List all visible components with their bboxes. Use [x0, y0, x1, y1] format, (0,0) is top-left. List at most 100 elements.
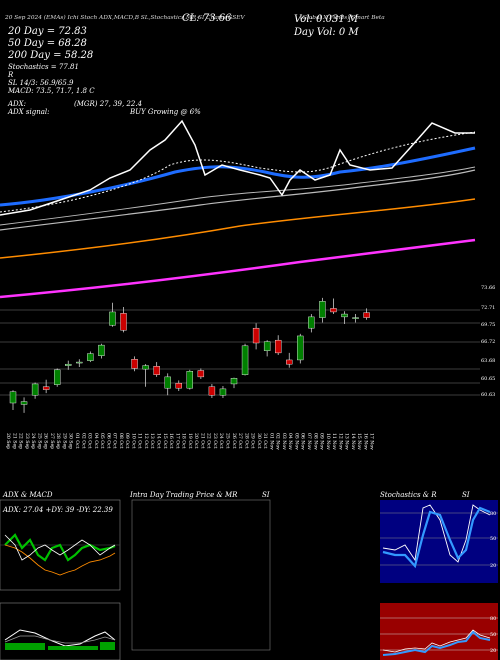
candle-up	[87, 353, 94, 361]
date-label: 09 Oct	[124, 433, 130, 449]
candle-down	[208, 386, 216, 396]
date-label: 25 Oct	[224, 433, 230, 449]
date-label: 10 Nov	[325, 433, 331, 450]
date-label: 02 Oct	[80, 433, 86, 449]
r-readout: R	[7, 71, 14, 79]
price-label: 66.72	[481, 339, 495, 345]
stoch-panel-bg	[380, 500, 498, 583]
date-label: 14 Oct	[156, 433, 162, 449]
intraday-frame	[131, 499, 271, 651]
candle-up	[297, 335, 304, 361]
ema-100-line-2	[0, 166, 476, 226]
adx-white-line	[4, 534, 116, 561]
date-label: 21 Sep	[11, 433, 17, 449]
stoch-panel: Stochastics & R SI 80 50 20 80 50 20	[380, 491, 498, 660]
header-cl: CL: 73.66	[182, 13, 232, 24]
candle-up	[352, 317, 359, 319]
candle-up	[31, 383, 39, 396]
candle-down	[330, 308, 337, 313]
candle-down	[175, 383, 182, 389]
price-label: 73.66	[481, 285, 495, 291]
date-label: 15 Oct	[162, 433, 168, 449]
mrsi-80-label: 80	[490, 616, 496, 622]
candles	[9, 297, 370, 413]
candle-down	[252, 327, 260, 344]
candle-up	[263, 341, 271, 351]
date-label: 21 Oct	[199, 433, 205, 449]
date-label: 15 Nov	[356, 433, 362, 450]
date-label: 20 Sep	[5, 433, 11, 449]
macd-histogram-pos	[5, 643, 45, 650]
ema-50-line	[0, 146, 476, 207]
date-label: 22 Sep	[18, 433, 24, 449]
intraday-title: Intra Day Trading Price & MR	[129, 491, 238, 499]
date-label: 06 Nov	[300, 433, 306, 450]
date-label: 26 Sep	[43, 433, 49, 449]
date-label: 31 Oct	[262, 433, 268, 449]
date-label: 22 Oct	[206, 433, 212, 449]
candle-up	[219, 388, 227, 396]
ma-20: 20 Day = 72.83	[7, 26, 87, 37]
macd-histogram-end	[100, 642, 115, 650]
date-label: 16 Oct	[168, 433, 174, 449]
date-label: 13 Nov	[344, 433, 350, 450]
price-label: 72.71	[481, 305, 495, 311]
candle-down	[120, 313, 127, 331]
date-label: 16 Nov	[362, 433, 368, 450]
mrsi-white-line	[382, 629, 491, 653]
stoch-d-line	[382, 506, 491, 569]
date-label: 01 Nov	[268, 433, 274, 450]
candle-up	[54, 369, 61, 385]
price-label: 60.63	[481, 392, 495, 398]
ema-100-line-1	[0, 169, 476, 231]
ema-20-line	[0, 119, 475, 216]
candle-down	[42, 386, 50, 390]
date-label: 17 Oct	[174, 433, 180, 449]
ema-lines	[0, 119, 476, 299]
candle-down	[363, 312, 370, 318]
header-day-vol: Day Vol: 0 M	[293, 27, 359, 38]
date-label: 24 Oct	[218, 433, 224, 449]
date-label: 11 Oct	[137, 433, 143, 449]
ma-50: 50 Day = 68.28	[8, 38, 87, 49]
date-label: 14 Nov	[350, 433, 356, 450]
date-label: 05 Oct	[99, 433, 105, 449]
stoch-si: SI	[462, 491, 470, 499]
candle-up	[109, 311, 116, 326]
macd-histogram-neg	[48, 646, 98, 650]
date-label: 26 Oct	[231, 433, 237, 449]
price-label: 60.65	[481, 376, 495, 382]
candle-down	[131, 359, 138, 369]
date-label: 23 Oct	[212, 433, 218, 449]
buy-signal: BUY Growing @ 6%	[129, 108, 201, 116]
header-top-line: 20 Sep 2024 (EMAs) Ichi Stoch ADX,MACD,B…	[4, 14, 246, 21]
candle-up	[98, 344, 105, 356]
date-label: 03 Oct	[87, 433, 93, 449]
macd-signal	[4, 635, 116, 644]
date-label: 10 Oct	[130, 433, 136, 449]
date-label: 13 Oct	[149, 433, 155, 449]
candle-up	[319, 301, 326, 318]
intraday-panel: Intra Day Trading Price & MR SI	[129, 491, 271, 651]
adx-label: ADX:	[7, 100, 26, 108]
adx-signal-label: ADX signal:	[7, 108, 49, 116]
ma-200: 200 Day = 58.28	[7, 50, 93, 61]
candle-up	[241, 345, 249, 375]
stoch-k-line	[382, 504, 491, 563]
intraday-si: SI	[262, 491, 270, 499]
date-label: 04 Nov	[287, 433, 293, 450]
date-label: 06 Oct	[105, 433, 111, 449]
date-label: 28 Sep	[55, 433, 61, 449]
candle-down	[275, 339, 282, 354]
adx-plus-line	[4, 533, 116, 562]
date-label: 11 Nov	[331, 433, 337, 450]
adx-panel-readout: ADX: 27.04 +DY: 39 -DY: 22.39	[2, 506, 113, 514]
candle-up	[164, 376, 171, 389]
candle-up	[308, 316, 315, 329]
date-label: 12 Nov	[337, 433, 343, 450]
date-label: 05 Nov	[293, 433, 299, 450]
stoch-50-label: 50	[490, 536, 496, 542]
candle-up	[230, 378, 238, 385]
date-label: 17 Nov	[369, 433, 375, 450]
